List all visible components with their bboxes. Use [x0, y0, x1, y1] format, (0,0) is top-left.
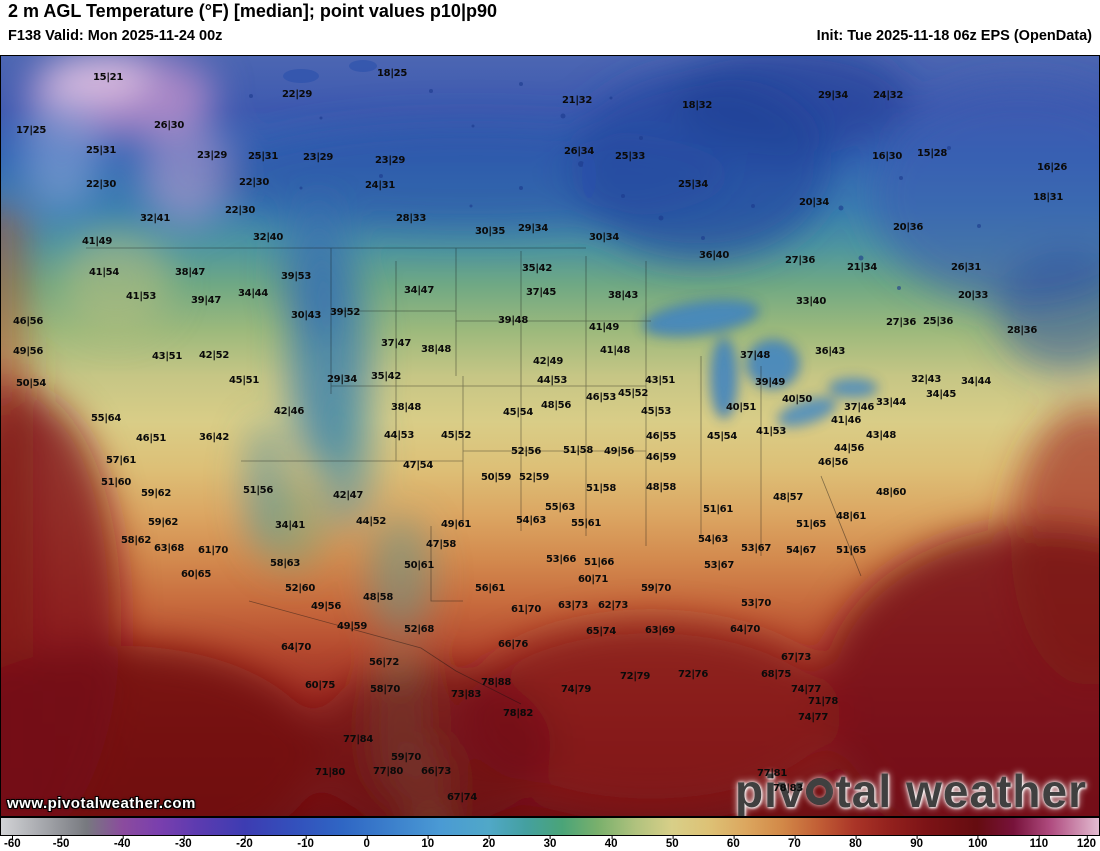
logo-text-piv: piv: [734, 765, 805, 817]
colorbar-tick-label: 60: [726, 836, 740, 850]
colorbar-tick-label: 70: [788, 836, 801, 850]
pivotal-weather-logo: piv tal weather: [734, 764, 1087, 817]
colorbar-tick-label: 110: [1029, 836, 1049, 850]
map-header: 2 m AGL Temperature (°F) [median]; point…: [0, 0, 1100, 55]
logo-text-tal: tal: [835, 765, 893, 817]
great-lakes: [643, 299, 878, 427]
colorbar-tick-label: 100: [968, 836, 988, 850]
colorbar-tick-label: 80: [849, 836, 862, 850]
init-time-label: Init: Tue 2025-11-18 06z EPS (OpenData): [816, 28, 1092, 44]
colorbar-tick-label: 50: [665, 836, 679, 850]
colorbar-tick-label: -40: [113, 836, 131, 850]
colorbar-tick-label: 0: [363, 836, 370, 850]
colorbar-tick-label: 30: [543, 836, 557, 850]
colorbar-tick-label: 40: [604, 836, 618, 850]
colorbar-tick-label: -30: [175, 836, 192, 850]
site-url-watermark: www.pivotalweather.com: [7, 795, 196, 812]
colorbar-tick-label: 90: [910, 836, 924, 850]
temperature-map: www.pivotalweather.com piv tal weather: [0, 55, 1100, 817]
colorbar-tick-label: -20: [236, 836, 253, 850]
colorbar-tick-label: 120: [1076, 836, 1096, 850]
colorbar-tick-label: -50: [52, 836, 70, 850]
colorbar-tick-label: 10: [421, 836, 435, 850]
colorbar-tick-label: -60: [4, 836, 21, 850]
state-borders: [86, 247, 862, 705]
small-lakes-speckles: [249, 60, 981, 290]
logo-text-weather: weather: [906, 765, 1087, 817]
temperature-field: [1, 56, 1099, 816]
colorbar-ticks: -60 -50 -40 -30 -20 -10 0 10 20 30 40 50 60 70 80 90 100…: [0, 836, 1100, 850]
page-title: 2 m AGL Temperature (°F) [median]; point…: [8, 1, 497, 21]
temperature-anomaly-blobs: [1, 56, 1099, 816]
logo-o-icon: [806, 777, 834, 805]
colorbar-tick-label: -10: [297, 836, 314, 850]
colorbar: -60 -50 -40 -30 -20 -10 0 10 20 30 40 50 60 70 80 90 100…: [0, 817, 1100, 850]
colorbar-gradient: [0, 817, 1100, 836]
colorbar-tick-label: 20: [482, 836, 496, 850]
valid-time-label: F138 Valid: Mon 2025-11-24 00z: [8, 28, 223, 44]
